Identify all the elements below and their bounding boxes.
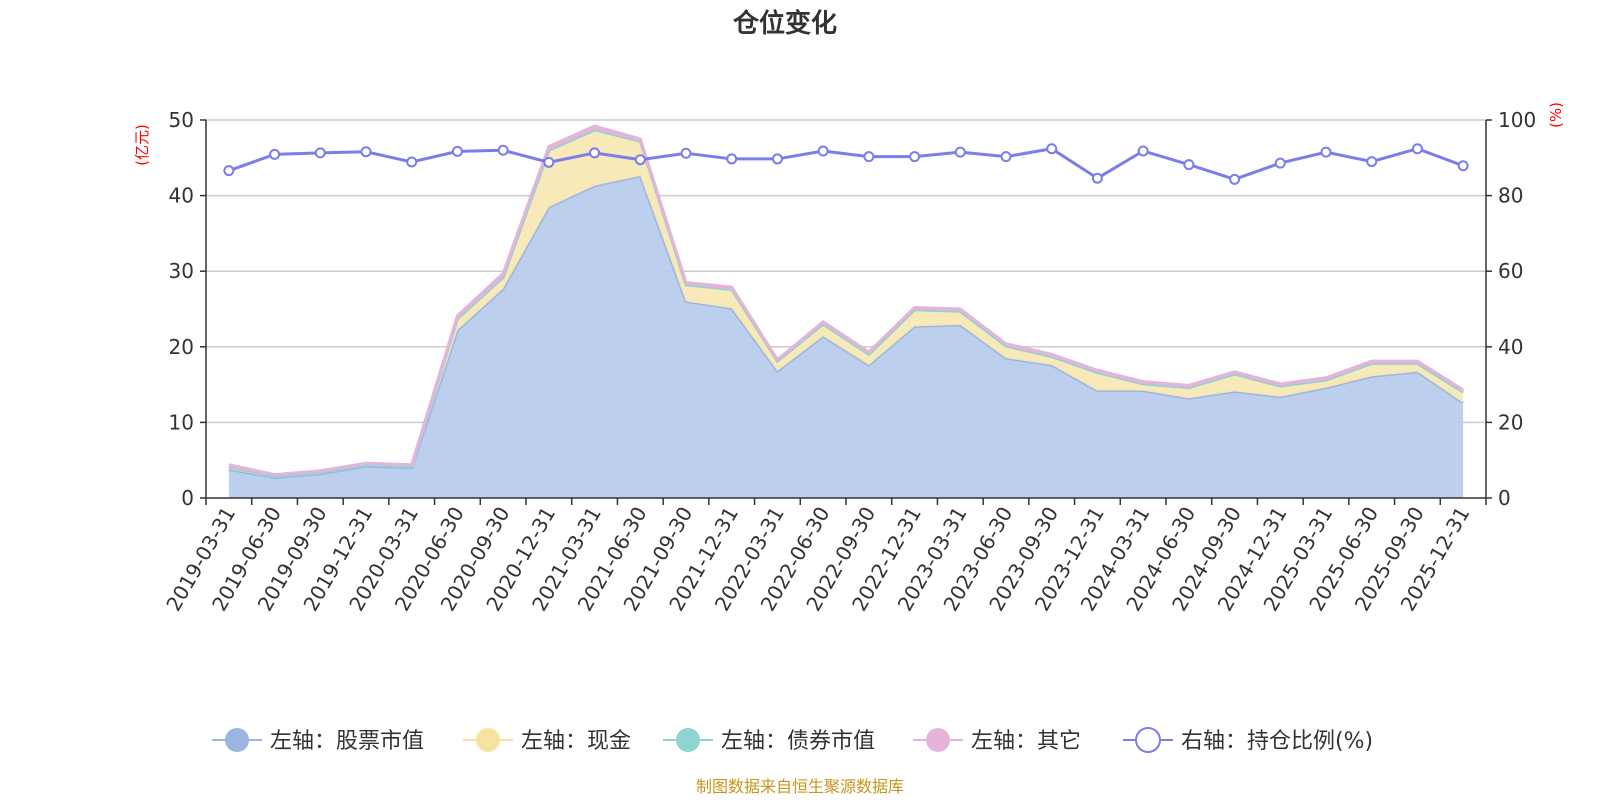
ratio-point bbox=[1183, 159, 1195, 171]
ratio-point bbox=[1137, 145, 1149, 157]
right-axis-tick-label: 60 bbox=[1498, 259, 1523, 283]
ratio-point bbox=[1000, 151, 1012, 163]
ratio-point bbox=[863, 151, 875, 163]
legend-marker bbox=[926, 728, 950, 752]
ratio-point bbox=[223, 165, 235, 177]
ratio-point bbox=[1457, 160, 1469, 172]
ratio-point bbox=[909, 151, 921, 163]
ratio-point bbox=[1046, 143, 1058, 155]
right-axis-tick-label: 100 bbox=[1498, 108, 1536, 132]
right-axis-tick-label: 80 bbox=[1498, 184, 1523, 208]
area-0 bbox=[228, 175, 1464, 498]
ratio-line-series bbox=[223, 143, 1469, 185]
area-1 bbox=[228, 129, 1464, 478]
ratio-point bbox=[726, 153, 738, 165]
legend: 左轴：股票市值 左轴：现金 左轴：债券市值 左轴：其它 右轴：持仓比例(%) bbox=[212, 727, 1373, 754]
ratio-point bbox=[1320, 146, 1332, 158]
left-axis-tick-label: 0 bbox=[181, 486, 194, 510]
ratio-point bbox=[680, 147, 692, 159]
right-axis-unit: (%) bbox=[1547, 102, 1565, 128]
legend-marker bbox=[476, 728, 500, 752]
ratio-point bbox=[360, 146, 372, 158]
ratio-point bbox=[634, 154, 646, 166]
ratio-point bbox=[451, 145, 463, 157]
legend-marker bbox=[676, 728, 700, 752]
ratio-point bbox=[269, 148, 281, 160]
legend-label: 右轴：持仓比例(%) bbox=[1181, 729, 1373, 754]
ratio-point bbox=[954, 146, 966, 158]
ratio-point bbox=[543, 156, 555, 168]
chart-title: 仓位变化 bbox=[732, 8, 837, 39]
legend-marker bbox=[1135, 727, 1161, 753]
legend-label: 左轴：现金 bbox=[521, 729, 631, 754]
ratio-point bbox=[314, 147, 326, 159]
area-outline-3 bbox=[228, 124, 1464, 477]
left-axis-unit: (亿元) bbox=[133, 124, 151, 166]
ratio-point bbox=[1229, 173, 1241, 185]
ratio-point bbox=[406, 156, 418, 168]
area-3 bbox=[228, 126, 1464, 477]
ratio-point bbox=[497, 144, 509, 156]
ratio-point bbox=[1366, 156, 1378, 168]
left-axis-tick-label: 50 bbox=[169, 108, 194, 132]
ratio-point bbox=[771, 153, 783, 165]
right-axis-tick-label: 0 bbox=[1498, 486, 1511, 510]
left-axis-tick-label: 30 bbox=[169, 259, 194, 283]
area-series bbox=[228, 124, 1464, 498]
ratio-point bbox=[589, 147, 601, 159]
ratio-point bbox=[1274, 157, 1286, 169]
legend-label: 左轴：债券市值 bbox=[721, 729, 875, 754]
right-axis-tick-label: 20 bbox=[1498, 410, 1523, 434]
ratio-point bbox=[817, 145, 829, 157]
ratio-point bbox=[1411, 143, 1423, 155]
left-axis-tick-label: 40 bbox=[169, 184, 194, 208]
legend-marker bbox=[225, 728, 249, 752]
right-axis-tick-label: 40 bbox=[1498, 335, 1523, 359]
legend-label: 左轴：其它 bbox=[971, 729, 1081, 754]
legend-label: 左轴：股票市值 bbox=[270, 729, 424, 754]
data-source-note: 制图数据来自恒生聚源数据库 bbox=[696, 777, 904, 796]
ratio-line bbox=[228, 147, 1464, 181]
left-axis-tick-label: 10 bbox=[169, 410, 194, 434]
ratio-point bbox=[1091, 172, 1103, 184]
left-axis-tick-label: 20 bbox=[169, 335, 194, 359]
